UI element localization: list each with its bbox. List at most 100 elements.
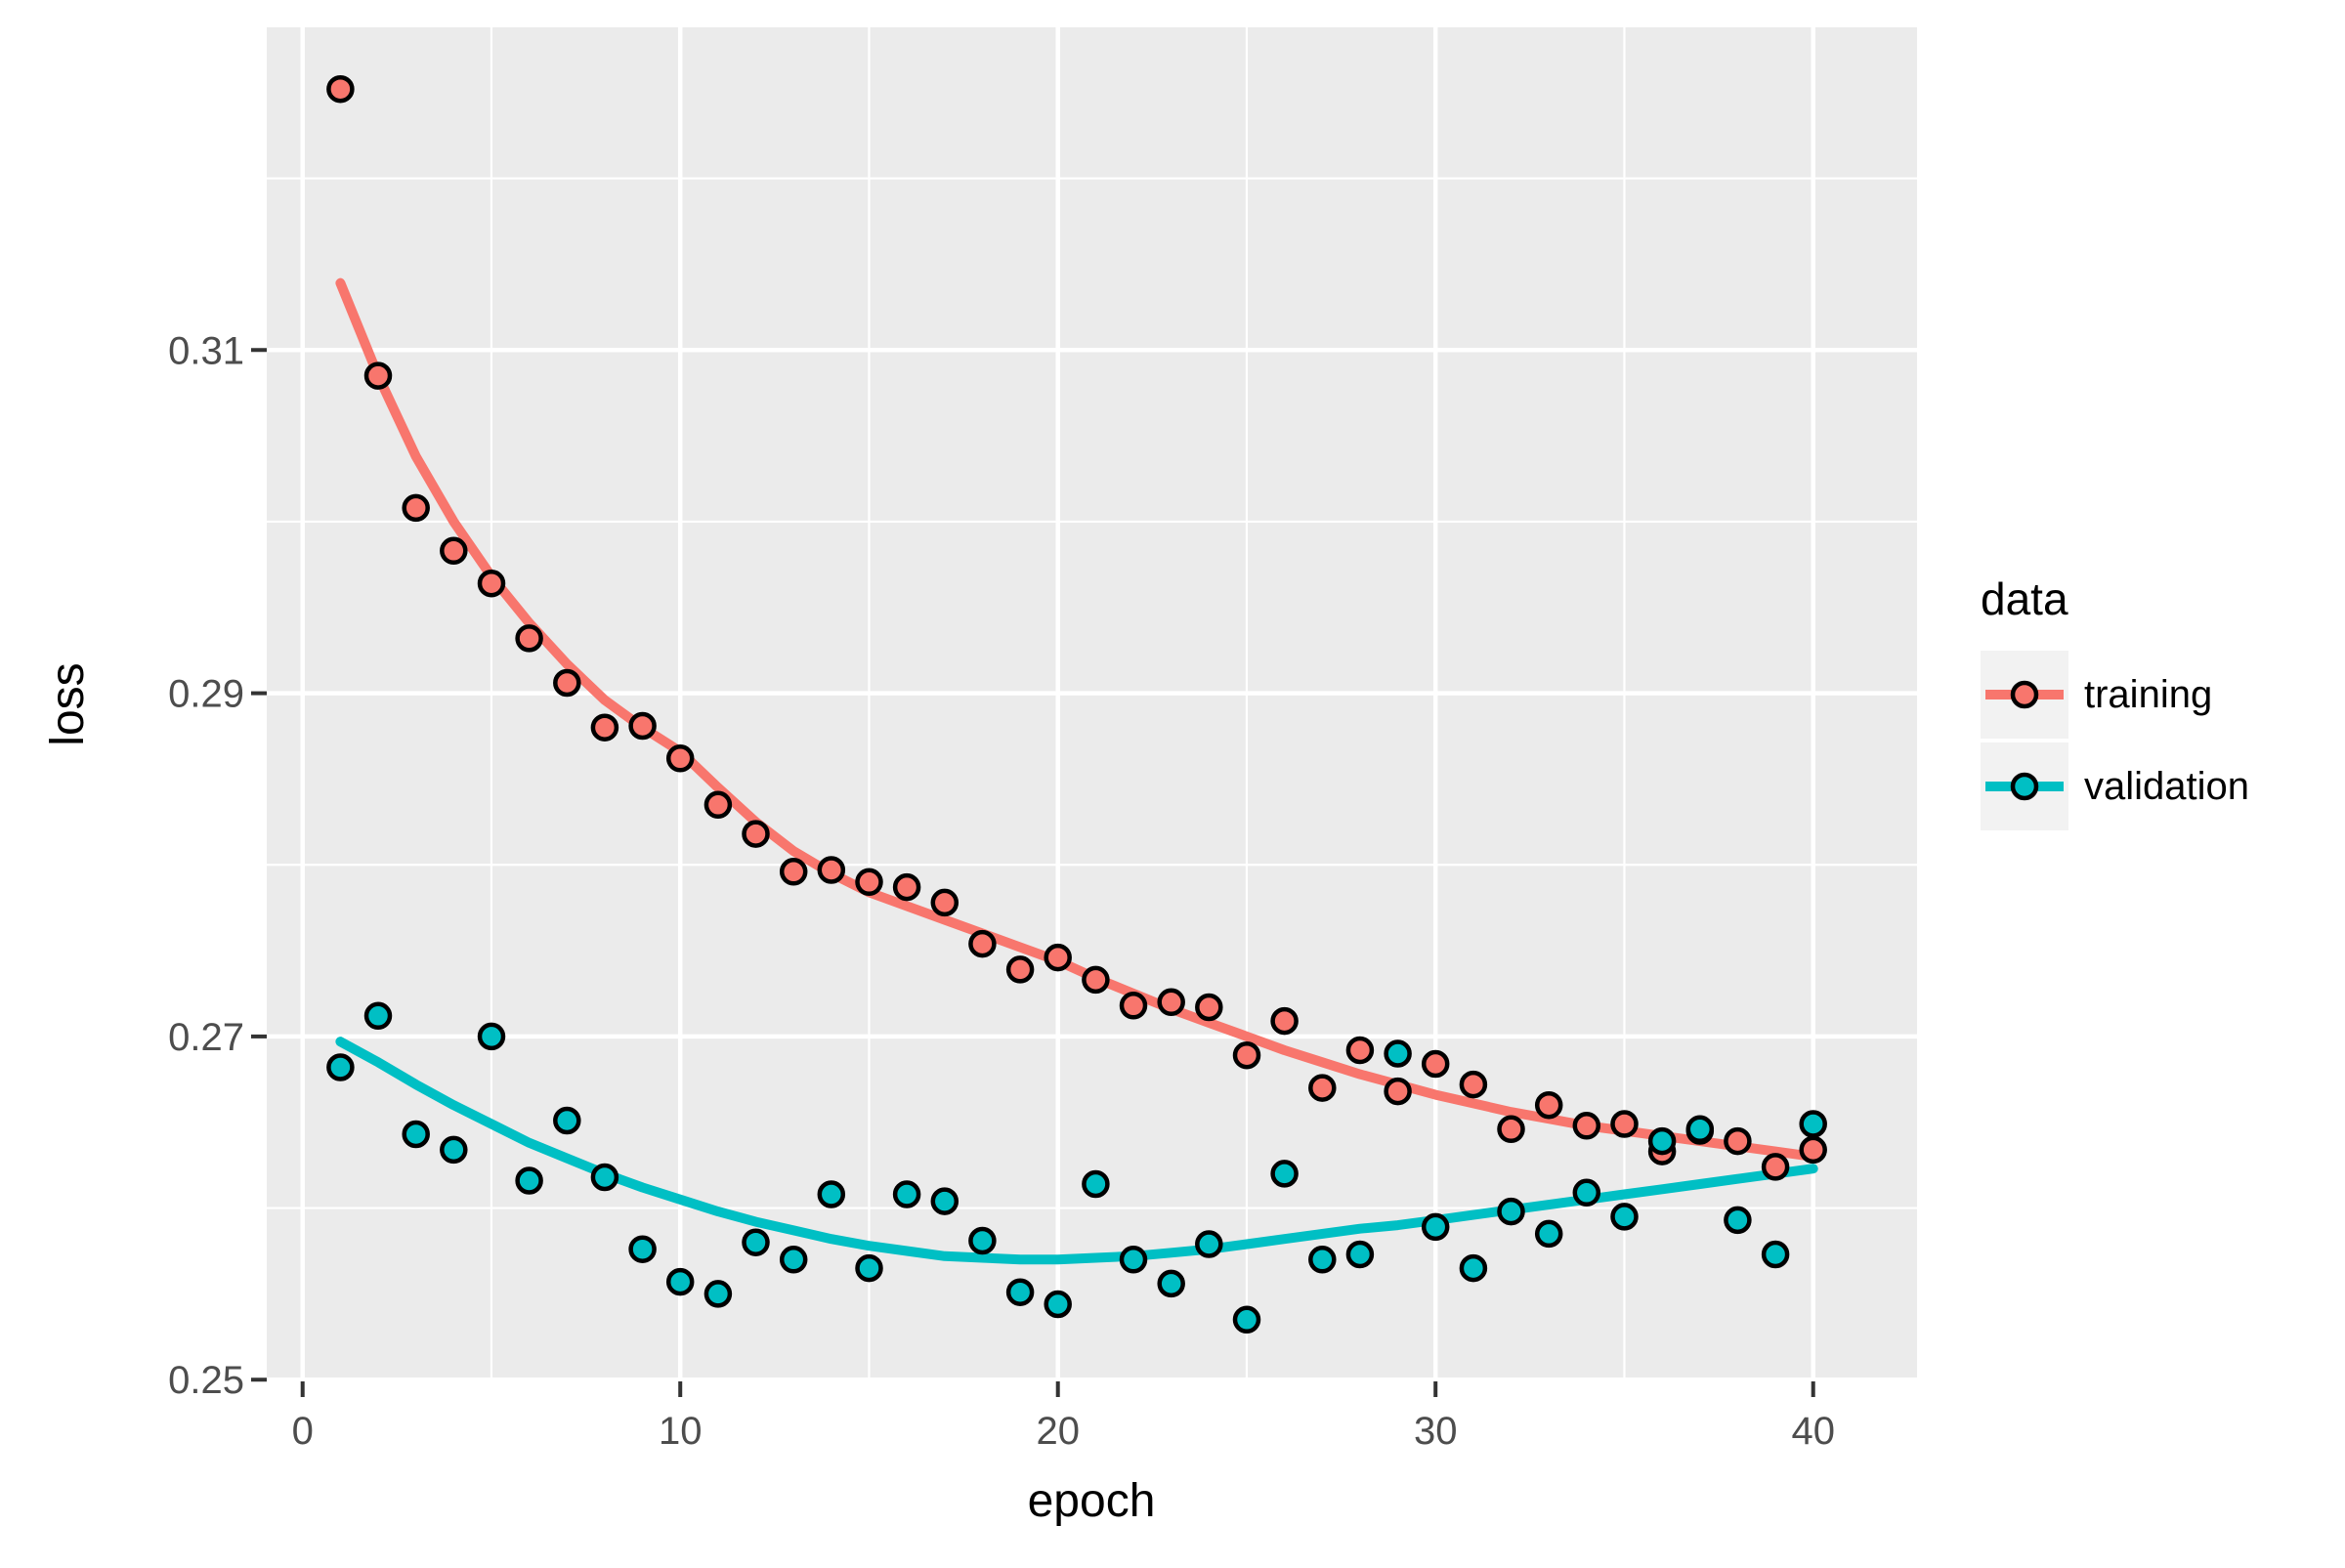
smooth-line-training bbox=[335, 277, 1818, 1162]
y-tick-label: 0.31 bbox=[168, 329, 244, 372]
legend-label-validation: validation bbox=[2084, 764, 2250, 808]
point-validation bbox=[1497, 1197, 1525, 1226]
point-training bbox=[1157, 988, 1185, 1017]
point-training bbox=[402, 493, 430, 523]
point-training bbox=[440, 536, 468, 566]
legend-entry-training: training bbox=[1981, 651, 2249, 739]
panel-background bbox=[267, 27, 1917, 1381]
point-training bbox=[515, 624, 543, 653]
point-training bbox=[1799, 1135, 1827, 1165]
x-tick-label: 20 bbox=[1036, 1410, 1080, 1453]
point-validation bbox=[402, 1120, 430, 1149]
point-validation bbox=[1384, 1039, 1412, 1068]
point-validation bbox=[628, 1235, 657, 1263]
point-training bbox=[1005, 955, 1035, 984]
point-training bbox=[930, 888, 959, 917]
point-validation bbox=[1232, 1305, 1261, 1335]
point-training bbox=[1459, 1070, 1488, 1099]
legend: data training validation bbox=[1981, 574, 2249, 834]
x-axis-title: epoch bbox=[1028, 1475, 1156, 1527]
smooth-line-validation bbox=[335, 1037, 1818, 1265]
point-validation bbox=[1761, 1240, 1790, 1269]
point-training bbox=[1724, 1126, 1752, 1156]
x-tick-label: 0 bbox=[292, 1410, 314, 1453]
point-validation bbox=[1157, 1269, 1185, 1298]
point-training bbox=[968, 929, 997, 958]
point-training bbox=[1195, 993, 1223, 1022]
point-validation bbox=[553, 1106, 581, 1135]
point-validation bbox=[1799, 1110, 1827, 1138]
y-tick-label: 0.29 bbox=[168, 673, 244, 716]
y-axis-title: loss bbox=[42, 662, 94, 745]
point-training bbox=[817, 856, 846, 884]
point-validation bbox=[326, 1053, 355, 1081]
point-training bbox=[1082, 965, 1110, 995]
point-validation bbox=[742, 1228, 770, 1256]
point-training bbox=[1119, 992, 1148, 1020]
point-training bbox=[326, 74, 355, 104]
point-validation bbox=[1534, 1219, 1563, 1249]
point-training bbox=[1308, 1074, 1337, 1102]
point-validation bbox=[1082, 1169, 1110, 1199]
point-validation bbox=[1270, 1160, 1299, 1188]
point-validation bbox=[1308, 1246, 1337, 1274]
point-validation bbox=[892, 1180, 921, 1208]
point-training bbox=[1534, 1090, 1563, 1120]
point-validation bbox=[1044, 1290, 1072, 1319]
point-validation bbox=[930, 1187, 959, 1215]
point-training bbox=[553, 668, 581, 698]
point-validation bbox=[855, 1253, 883, 1283]
point-training bbox=[1232, 1040, 1261, 1070]
x-tick-label: 30 bbox=[1414, 1410, 1458, 1453]
point-validation bbox=[1421, 1212, 1450, 1242]
point-training bbox=[665, 744, 695, 773]
y-tick-label: 0.27 bbox=[168, 1016, 244, 1059]
x-tick-label: 40 bbox=[1791, 1410, 1835, 1453]
legend-label-training: training bbox=[2084, 672, 2213, 716]
point-validation bbox=[363, 1001, 393, 1031]
point-validation bbox=[1119, 1246, 1148, 1274]
point-training bbox=[1421, 1049, 1450, 1079]
point-training bbox=[1345, 1036, 1375, 1065]
point-validation bbox=[1685, 1115, 1715, 1144]
y-tick-label: 0.25 bbox=[168, 1359, 244, 1402]
gridlines bbox=[267, 27, 1917, 1381]
point-validation bbox=[1572, 1178, 1601, 1208]
point-training bbox=[1270, 1006, 1299, 1036]
legend-entry-validation: validation bbox=[1981, 742, 2249, 830]
point-validation bbox=[817, 1180, 846, 1208]
point-validation bbox=[1724, 1206, 1752, 1235]
point-training bbox=[628, 711, 657, 741]
point-validation bbox=[515, 1166, 543, 1195]
point-validation bbox=[1459, 1253, 1488, 1283]
point-validation bbox=[968, 1226, 997, 1255]
point-training bbox=[1044, 943, 1072, 972]
point-training bbox=[477, 569, 506, 598]
point-training bbox=[779, 858, 808, 886]
point-training bbox=[1572, 1112, 1601, 1140]
legend-key-validation bbox=[1981, 742, 2068, 830]
legend-title: data bbox=[1981, 573, 2068, 624]
point-training bbox=[704, 790, 733, 820]
legend-key-point bbox=[2010, 772, 2039, 801]
point-validation bbox=[665, 1267, 695, 1296]
point-validation bbox=[1195, 1230, 1223, 1258]
point-training bbox=[1610, 1110, 1639, 1138]
x-tick-label: 10 bbox=[659, 1410, 703, 1453]
point-training bbox=[892, 872, 921, 902]
legend-key-training bbox=[1981, 651, 2068, 739]
point-training bbox=[742, 820, 770, 848]
point-validation bbox=[440, 1135, 468, 1165]
point-validation bbox=[779, 1246, 808, 1274]
series-geometry bbox=[326, 74, 1827, 1335]
point-training bbox=[1761, 1153, 1790, 1181]
point-training bbox=[1497, 1115, 1525, 1144]
point-training bbox=[363, 361, 393, 390]
point-validation bbox=[477, 1022, 506, 1051]
point-validation bbox=[590, 1163, 619, 1192]
chart-plot-area: 0 10 20 30 40 0.25 0.27 0.29 0.31 bbox=[168, 27, 1917, 1453]
point-training bbox=[855, 868, 883, 897]
point-training bbox=[1384, 1077, 1412, 1106]
